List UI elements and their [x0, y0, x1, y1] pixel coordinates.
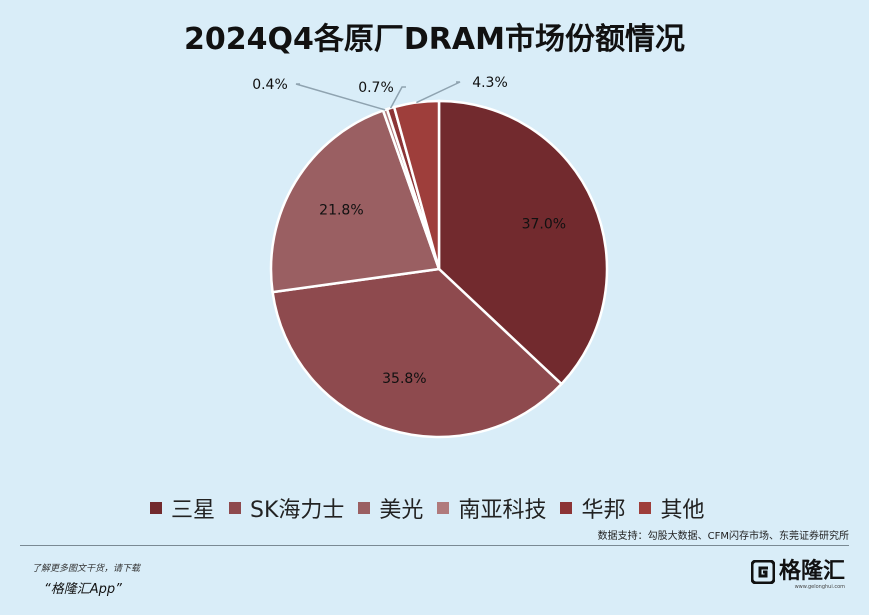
legend-swatch-0 [150, 502, 162, 514]
pie-label-4: 0.7% [358, 80, 394, 96]
brand-name: 格隆汇 [778, 559, 845, 584]
legend-label-1: SK海力士 [250, 498, 345, 523]
legend-item-5: 其他 [639, 492, 704, 524]
footer-divider [20, 545, 849, 546]
pie-label-1: 35.8% [382, 371, 426, 387]
legend-item-1: SK海力士 [229, 492, 344, 524]
legend-item-0: 三星 [150, 492, 215, 524]
legend-label-4: 华邦 [581, 498, 626, 523]
pie-label-3: 0.4% [252, 77, 288, 93]
pie-leader-3 [295, 83, 386, 111]
pie-leader-4 [389, 86, 406, 109]
pie-label-2: 21.8% [319, 203, 363, 219]
footer-prompt: 了解更多图文干货，请下载 [32, 564, 141, 574]
legend-item-3: 南亚科技 [437, 492, 546, 524]
legend-swatch-1 [229, 502, 242, 514]
brand-url: www.gelonghui.com [794, 584, 845, 590]
legend-label-0: 三星 [171, 498, 216, 523]
chart-legend: 三星 SK海力士 美光 南亚科技 华邦 其他 [150, 492, 704, 524]
data-source: 数据支持：勾股大数据、CFM闪存市场、东莞证券研究所 [597, 531, 849, 542]
pie-slice-1 [271, 267, 564, 439]
footer-app-name: “格隆汇App” [44, 582, 122, 597]
legend-label-2: 美光 [379, 498, 424, 523]
pie-slice-2 [269, 108, 441, 294]
pie-leader-5 [416, 81, 461, 104]
legend-label-3: 南亚科技 [458, 498, 547, 523]
legend-item-4: 华邦 [560, 492, 625, 524]
chart-title: 2024Q4各原厂DRAM市场份额情况 [184, 22, 685, 57]
legend-swatch-2 [358, 502, 371, 514]
pie-label-0: 37.0% [522, 217, 566, 233]
pie-slice-5 [392, 99, 441, 270]
legend-swatch-5 [639, 502, 652, 514]
legend-swatch-4 [560, 502, 573, 514]
brand-g-icon [750, 560, 775, 584]
pie-slice-0 [437, 99, 609, 386]
legend-swatch-3 [437, 502, 450, 514]
brand-logo: 格隆汇 www.gelonghui.com [750, 559, 845, 590]
legend-item-2: 美光 [358, 492, 423, 524]
pie-label-5: 4.3% [472, 75, 508, 91]
pie-chart: 37.0% 35.8% 21.8% 0.4% 0.7% 4.3% [252, 75, 609, 439]
legend-label-5: 其他 [660, 498, 705, 523]
